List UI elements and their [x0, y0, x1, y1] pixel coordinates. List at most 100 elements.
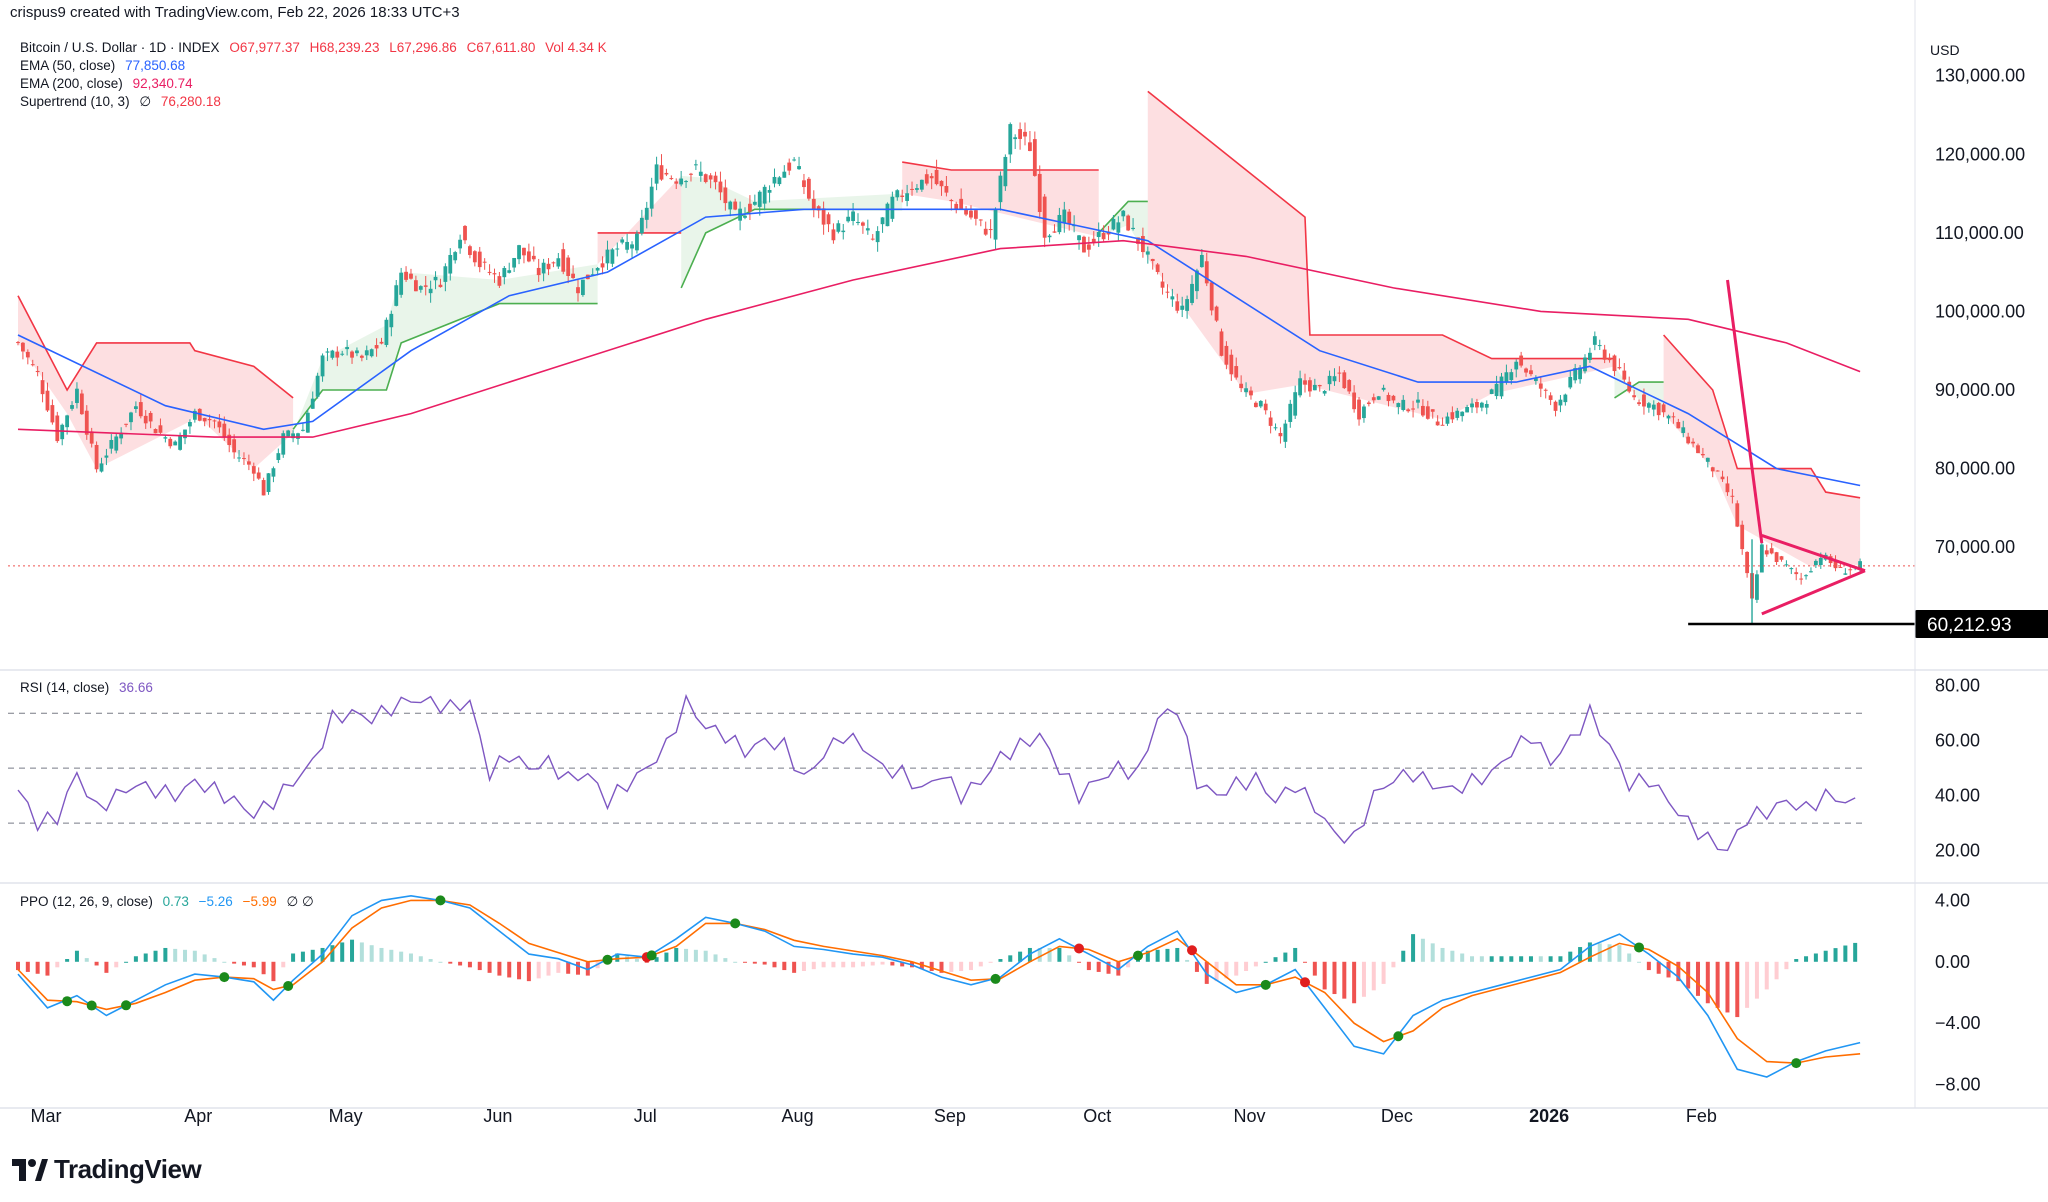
candle-body [1401, 399, 1406, 410]
candle-body [1209, 282, 1214, 311]
candle-body [1126, 215, 1131, 231]
candle-body [517, 245, 521, 260]
candle-body [246, 461, 251, 465]
candle-body [158, 425, 163, 433]
visibility-icon[interactable]: ∅ ∅ [286, 894, 314, 909]
candle-body [905, 193, 910, 201]
candle-body [266, 473, 271, 492]
candle-body [551, 262, 556, 264]
candle-body [748, 203, 752, 212]
candle-body [173, 441, 178, 446]
rsi-tick-label: 80.00 [1935, 676, 1980, 696]
candle-body [1298, 378, 1302, 396]
ppo-label: PPO (12, 26, 9, close) [20, 894, 153, 909]
candle-body [340, 353, 345, 355]
candle-body [1175, 301, 1180, 311]
candle-body [689, 173, 693, 175]
ppo-histogram-bar [625, 956, 630, 962]
candle-body [1848, 569, 1853, 571]
candle-body [978, 219, 983, 221]
ppo-cross-dot [730, 918, 741, 929]
visibility-icon[interactable]: ∅ [139, 94, 152, 109]
ppo-histogram-bar [556, 961, 561, 973]
candle-body [1308, 380, 1312, 392]
candle-body [1234, 366, 1239, 378]
candle-body [1588, 352, 1592, 360]
ppo-histogram-bar [408, 953, 413, 962]
candle-body [350, 351, 354, 358]
ppo-histogram-bar [1352, 961, 1357, 1004]
candle-body [1347, 380, 1352, 392]
candle-body [114, 436, 119, 451]
ppo-histogram-bar [153, 950, 158, 962]
ppo-histogram-bar [1853, 942, 1858, 962]
ppo-histogram-bar [310, 949, 315, 962]
price-tick-label: 110,000.00 [1935, 223, 2024, 243]
candle-body [1686, 436, 1691, 444]
candle-body [1136, 237, 1140, 244]
ppo-cross-dot [121, 1000, 132, 1011]
candle-body [1642, 394, 1646, 407]
ppo-histogram-bar [634, 959, 639, 962]
candle-body [1190, 283, 1194, 303]
price-tick-label: 130,000.00 [1935, 66, 2025, 86]
candle-body [1327, 375, 1332, 385]
candle-body [605, 249, 610, 264]
candle-body [1715, 470, 1720, 472]
ppo-histogram-bar [1411, 934, 1416, 962]
ppo-histogram-bar [1519, 956, 1524, 962]
candle-body [885, 203, 890, 227]
ppo-histogram-bar [1018, 951, 1023, 962]
ppo-histogram-bar [792, 961, 797, 973]
ppo-histogram-bar [1086, 961, 1091, 971]
ppo-histogram-bar [300, 951, 305, 962]
ema50-line [17, 208, 1861, 487]
ppo-histogram-bar [693, 949, 698, 962]
ppo-histogram-bar [251, 961, 256, 968]
candle-body [355, 350, 359, 354]
candle-body [1745, 551, 1750, 574]
candle-body [399, 272, 404, 295]
ppo-histogram-bar [851, 961, 856, 968]
candle-body [276, 453, 281, 461]
candle-body [188, 422, 192, 427]
ppo-histogram-bar [1381, 961, 1386, 984]
candle-body [718, 181, 723, 193]
candle-body [1366, 402, 1371, 405]
candle-body [301, 429, 305, 431]
candle-body [816, 206, 821, 211]
candle-body [413, 280, 418, 292]
candle-body [988, 229, 993, 231]
time-tick-label: Mar [31, 1106, 62, 1126]
candle-body [1568, 376, 1573, 388]
candle-body [296, 433, 300, 439]
ppo-histogram-bar [1528, 956, 1533, 962]
candle-body [1229, 354, 1234, 375]
ppo-histogram-bar [1637, 961, 1642, 963]
ppo-cross-dot [1791, 1058, 1802, 1069]
candle-body [1121, 210, 1126, 217]
ppo-cross-dot [86, 1000, 97, 1011]
candle-body [762, 186, 767, 204]
candle-body [119, 432, 124, 439]
candle-body [163, 437, 168, 439]
candle-body [1558, 399, 1563, 406]
candle-body [576, 287, 580, 294]
candle-body [379, 341, 384, 344]
ppo-histogram-bar [1322, 961, 1327, 990]
candle-body [1003, 156, 1008, 187]
candle-body [831, 229, 836, 241]
candle-body [998, 175, 1003, 203]
candle-body [448, 254, 453, 274]
candle-body [25, 351, 30, 358]
ppo-histogram-bar [1420, 938, 1425, 962]
candle-body [669, 178, 674, 180]
candle-body [1067, 211, 1072, 225]
candle-body [1062, 209, 1067, 224]
candle-body [1244, 388, 1248, 393]
candle-body [993, 208, 998, 240]
candle-body [30, 364, 35, 366]
ppo-histogram-bar [860, 961, 865, 967]
candle-body [1622, 370, 1627, 380]
